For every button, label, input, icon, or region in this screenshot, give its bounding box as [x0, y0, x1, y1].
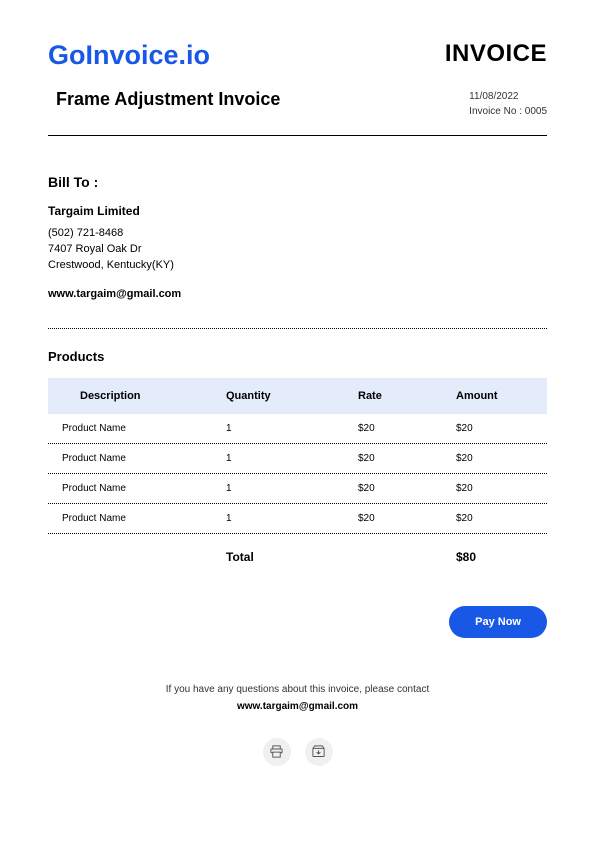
table-row: Product Name 1 $20 $20 [48, 474, 547, 504]
total-label: Total [226, 550, 358, 564]
cell-quantity: 1 [226, 513, 358, 524]
cell-quantity: 1 [226, 423, 358, 434]
cell-description: Product Name [48, 513, 226, 524]
table-row: Product Name 1 $20 $20 [48, 444, 547, 474]
invoice-title: Frame Adjustment Invoice [56, 89, 280, 110]
cell-rate: $20 [358, 483, 456, 494]
footer-text: If you have any questions about this inv… [48, 684, 547, 695]
cell-rate: $20 [358, 513, 456, 524]
invoice-label: INVOICE [445, 40, 547, 68]
cell-description: Product Name [48, 453, 226, 464]
table-header: Description Quantity Rate Amount [48, 378, 547, 414]
bill-to-phone: (502) 721-8468 [48, 226, 547, 242]
action-icons [48, 738, 547, 766]
table-row: Product Name 1 $20 $20 [48, 504, 547, 534]
print-button[interactable] [263, 738, 291, 766]
cell-amount: $20 [456, 513, 547, 524]
cell-amount: $20 [456, 483, 547, 494]
col-header-quantity: Quantity [226, 390, 358, 402]
total-row: Total $80 [48, 534, 547, 564]
bill-to-heading: Bill To : [48, 174, 547, 190]
cell-quantity: 1 [226, 483, 358, 494]
invoice-number: Invoice No : 0005 [469, 106, 547, 117]
products-heading: Products [48, 349, 547, 364]
download-button[interactable] [305, 738, 333, 766]
total-value: $80 [456, 550, 547, 564]
cell-amount: $20 [456, 453, 547, 464]
download-icon [311, 744, 326, 759]
header: GoInvoice.io INVOICE [48, 40, 547, 71]
footer-email: www.targaim@gmail.com [48, 701, 547, 712]
cell-amount: $20 [456, 423, 547, 434]
divider-solid [48, 135, 547, 136]
table-row: Product Name 1 $20 $20 [48, 414, 547, 444]
bill-to-address2: Crestwood, Kentucky(KY) [48, 258, 547, 274]
divider-dotted [48, 328, 547, 329]
products-table: Description Quantity Rate Amount Product… [48, 378, 547, 564]
invoice-meta: 11/08/2022 Invoice No : 0005 [469, 89, 547, 121]
bill-to-company: Targaim Limited [48, 204, 547, 218]
col-header-description: Description [48, 390, 226, 402]
pay-container: Pay Now [48, 606, 547, 638]
print-icon [269, 744, 284, 759]
cell-rate: $20 [358, 453, 456, 464]
cell-description: Product Name [48, 483, 226, 494]
bill-to-address1: 7407 Royal Oak Dr [48, 242, 547, 258]
cell-quantity: 1 [226, 453, 358, 464]
bill-to-email: www.targaim@gmail.com [48, 288, 547, 300]
subheader: Frame Adjustment Invoice 11/08/2022 Invo… [48, 89, 547, 121]
logo: GoInvoice.io [48, 40, 210, 71]
bill-to-details: (502) 721-8468 7407 Royal Oak Dr Crestwo… [48, 226, 547, 274]
cell-rate: $20 [358, 423, 456, 434]
col-header-amount: Amount [456, 390, 547, 402]
bill-to-section: Bill To : Targaim Limited (502) 721-8468… [48, 174, 547, 300]
cell-description: Product Name [48, 423, 226, 434]
pay-now-button[interactable]: Pay Now [449, 606, 547, 638]
col-header-rate: Rate [358, 390, 456, 402]
invoice-date: 11/08/2022 [469, 91, 547, 102]
